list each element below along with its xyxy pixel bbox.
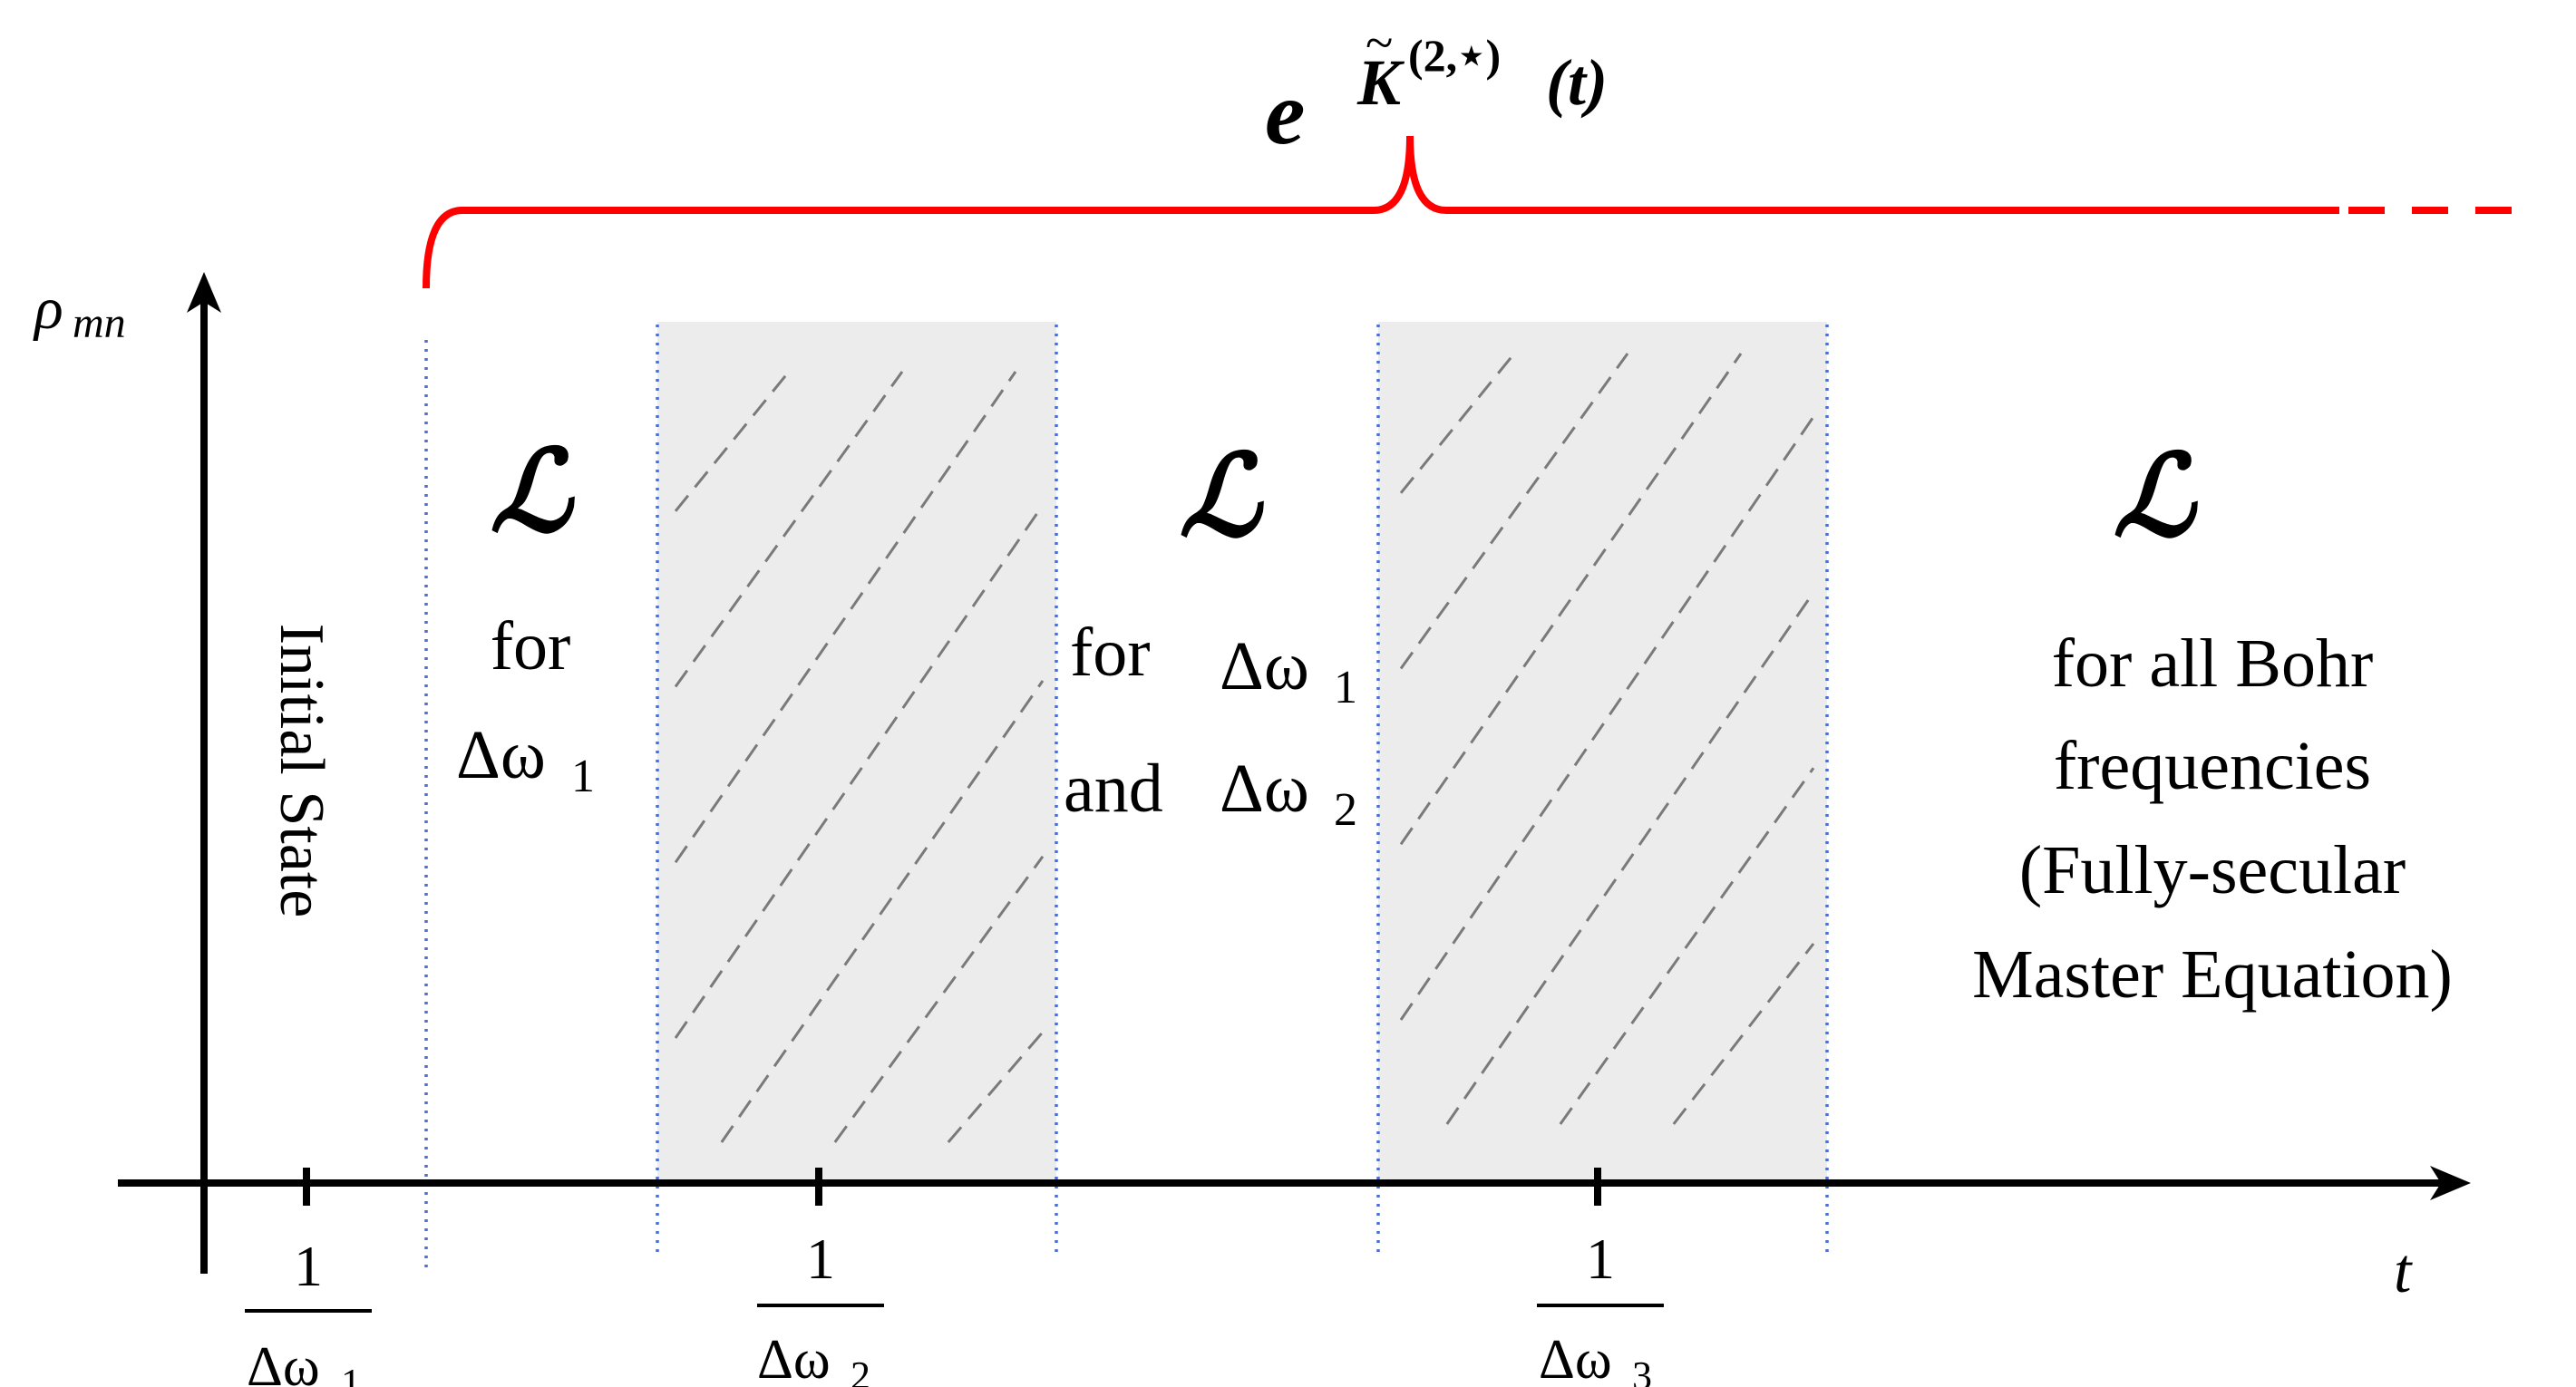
- region-2-line-2-text: and: [1064, 751, 1163, 827]
- y-axis-arrow-icon: [187, 272, 221, 313]
- tick-label-1: 1 Δω 1: [245, 1234, 372, 1387]
- region-2-label: ℒ for Δω 1 and Δω 2: [1064, 435, 1357, 836]
- region-2-line-2-symbol: Δω: [1220, 751, 1309, 827]
- hatch-line: [674, 504, 1045, 1039]
- region-3-liouvillian-symbol: ℒ: [2113, 435, 2198, 559]
- hatch-line: [1559, 767, 1815, 1125]
- region-3-line-3: (Fully-secular: [2019, 832, 2406, 908]
- hatch-line: [1445, 591, 1815, 1125]
- hatch-line: [1399, 353, 1743, 846]
- hatch-line: [720, 680, 1045, 1143]
- region-boundaries: [424, 325, 1829, 1269]
- initial-state-label: Initial State: [267, 624, 336, 918]
- hatch-line: [1672, 943, 1815, 1125]
- tick-label-3: 1 Δω 3: [1537, 1227, 1664, 1387]
- shaded-region-2: [1378, 322, 1827, 1183]
- hatch-line: [674, 371, 1017, 864]
- tick-3-denominator: Δω: [1539, 1329, 1612, 1387]
- region-2-line-1-text: for: [1070, 615, 1151, 691]
- hatch-pattern-2: [1399, 353, 1815, 1125]
- tick-2-denominator-subscript: 2: [851, 1353, 870, 1387]
- tick-3-numerator: 1: [1586, 1227, 1615, 1291]
- y-axis-label-subscript: mn: [73, 299, 126, 347]
- tick-1-numerator: 1: [294, 1234, 323, 1298]
- tick-1-denominator: Δω: [247, 1336, 320, 1387]
- region-1-line-1: for: [491, 608, 571, 684]
- region-1-line-2: Δω: [456, 717, 546, 793]
- shaded-region-1: [657, 322, 1056, 1183]
- region-3-line-2: frequencies: [2054, 728, 2371, 804]
- title-argument: (t): [1546, 46, 1608, 119]
- tick-2-numerator: 1: [806, 1227, 835, 1291]
- region-3-line-1: for all Bohr: [2052, 626, 2374, 702]
- region-2-line-1-subscript: 1: [1334, 662, 1357, 713]
- region-1-label: ℒ for Δω 1: [456, 431, 595, 802]
- region-3-line-4: Master Equation): [1972, 936, 2453, 1013]
- region-2-line-2-subscript: 2: [1334, 784, 1357, 836]
- region-2-line-1-symbol: Δω: [1220, 628, 1309, 704]
- tick-1-denominator-subscript: 1: [341, 1361, 361, 1387]
- hatch-line: [674, 371, 904, 688]
- x-axis-arrow-icon: [2430, 1166, 2471, 1200]
- hatch-pattern-1: [674, 371, 1045, 1143]
- region-2-liouvillian-symbol: ℒ: [1179, 435, 1264, 559]
- y-axis-label: ρ: [33, 276, 63, 342]
- title-base: e: [1265, 63, 1305, 163]
- title-tilde: ~: [1366, 15, 1393, 72]
- region-1-line-2-subscript: 1: [571, 751, 595, 802]
- hatch-line: [947, 1031, 1045, 1143]
- x-axis-label: t: [2394, 1237, 2413, 1306]
- region-3-label: ℒ for all Bohr frequencies (Fully-secula…: [1972, 435, 2453, 1013]
- hatch-line: [1399, 353, 1629, 670]
- tick-3-denominator-subscript: 3: [1632, 1353, 1652, 1387]
- red-brace: [423, 135, 2530, 289]
- axes: [118, 290, 2448, 1274]
- hatch-line: [833, 855, 1045, 1143]
- title-superscript: (2,⋆): [1408, 30, 1501, 81]
- tick-label-2: 1 Δω 2: [757, 1227, 884, 1387]
- tick-2-denominator: Δω: [757, 1329, 831, 1387]
- title-exponent: K: [1356, 46, 1405, 119]
- region-1-liouvillian-symbol: ℒ: [490, 431, 575, 555]
